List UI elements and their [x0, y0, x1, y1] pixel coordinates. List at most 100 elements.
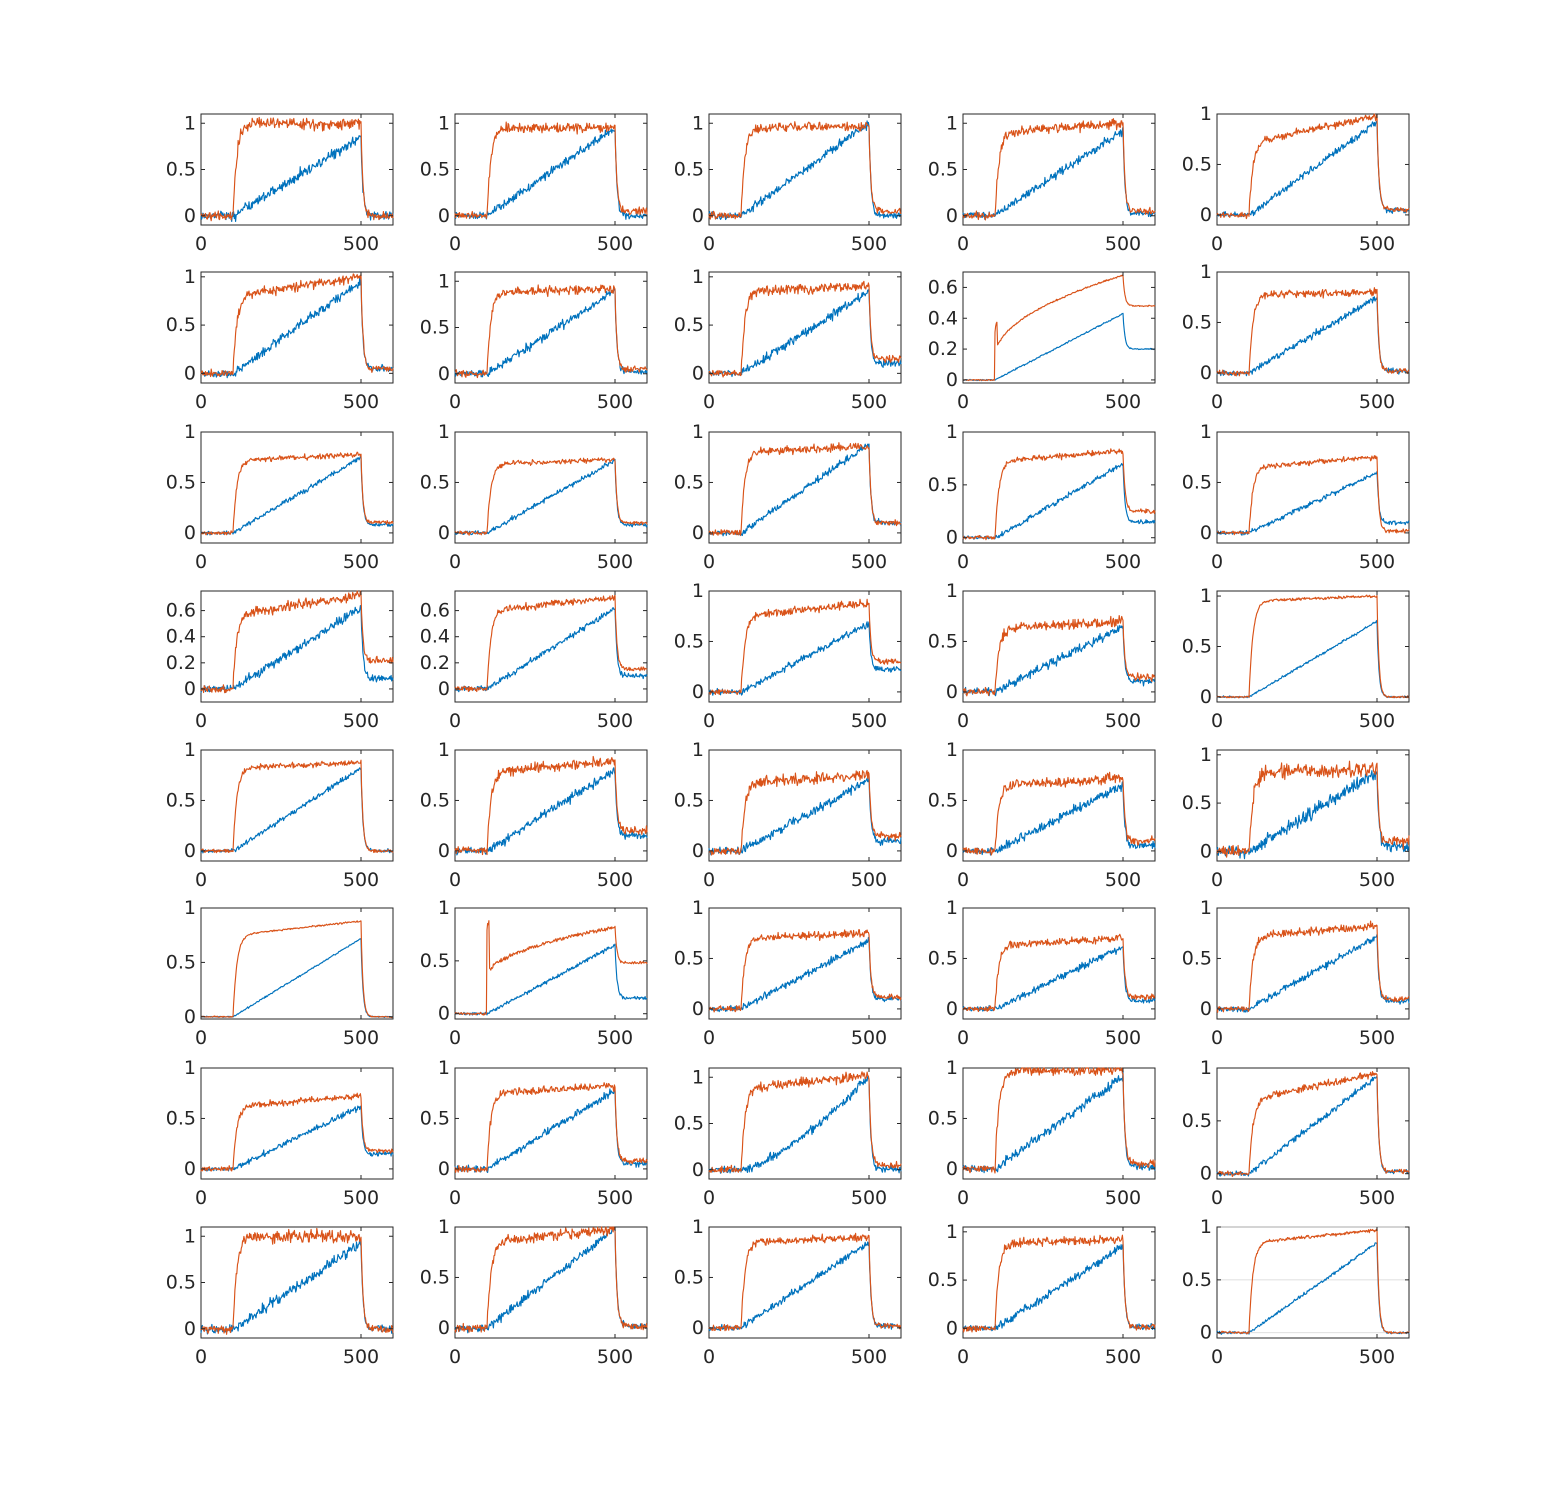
y-tick-label: 0.5	[420, 317, 450, 339]
subplot-9: 0 0.2 0.4 0.6 0 500	[928, 271, 1156, 413]
subplot-7: 0 0.5 1 0 500	[420, 270, 648, 413]
x-tick-label: 500	[343, 1187, 379, 1209]
x-tick-label: 0	[957, 233, 969, 255]
y-tick-label: 1	[1200, 744, 1212, 766]
subplot-1: 0 0.5 1 0 500	[166, 112, 394, 255]
series-line-2	[708, 442, 902, 536]
y-tick-label: 1	[946, 1221, 958, 1243]
x-tick-label: 0	[1211, 233, 1223, 255]
x-tick-label: 500	[1359, 1187, 1395, 1209]
x-tick-label: 500	[597, 233, 633, 255]
y-tick-label: 0	[184, 1318, 196, 1340]
y-tick-label: 0.6	[928, 276, 958, 298]
subplot-33: 0 0.5 1 0 500	[674, 1066, 902, 1209]
series-line-2	[454, 457, 648, 536]
x-tick-label: 0	[195, 1027, 207, 1049]
series-line-2	[708, 598, 902, 696]
y-tick-label: 1	[438, 112, 450, 134]
y-tick-label: 0.2	[166, 652, 196, 674]
y-tick-label: 1	[1200, 585, 1212, 607]
axes-box	[200, 431, 394, 544]
y-tick-label: 0	[946, 1158, 958, 1180]
y-tick-label: 0	[438, 1003, 450, 1025]
x-tick-label: 0	[1211, 1027, 1223, 1049]
subplot-28: 0 0.5 1 0 500	[674, 897, 902, 1049]
x-tick-label: 0	[957, 1187, 969, 1209]
axes-box	[708, 907, 902, 1020]
y-tick-label: 1	[946, 897, 958, 919]
x-tick-label: 500	[1105, 391, 1141, 413]
y-tick-label: 1	[692, 897, 704, 919]
series-line-2	[454, 1082, 648, 1173]
axes-box	[454, 1067, 648, 1180]
y-tick-label: 0	[184, 205, 196, 227]
series-line-2	[1216, 455, 1410, 536]
y-tick-label: 0.5	[1182, 636, 1212, 658]
x-tick-label: 0	[195, 233, 207, 255]
series-line-2	[962, 933, 1156, 1013]
series-line-2	[962, 448, 1156, 541]
y-tick-label: 1	[692, 266, 704, 288]
subplot-21: 0 0.5 1 0 500	[166, 739, 394, 891]
series-line-2	[708, 121, 902, 220]
subplot-26: 0 0.5 1 0 500	[166, 897, 394, 1049]
x-tick-label: 500	[1105, 1346, 1141, 1368]
axes-box	[454, 907, 648, 1020]
y-tick-label: 0	[946, 998, 958, 1020]
y-tick-label: 1	[1200, 897, 1212, 919]
x-tick-label: 0	[957, 710, 969, 732]
x-tick-label: 500	[597, 869, 633, 891]
y-tick-label: 0	[1200, 840, 1212, 862]
y-tick-label: 0.5	[674, 314, 704, 336]
subplot-16: 0 0.2 0.4 0.6 0 500	[166, 590, 394, 732]
series-line-2	[200, 1092, 394, 1172]
y-tick-label: 0.5	[420, 950, 450, 972]
y-tick-label: 0.5	[674, 1266, 704, 1288]
x-tick-label: 0	[449, 710, 461, 732]
y-tick-label: 0.5	[420, 1266, 450, 1288]
y-tick-label: 0	[692, 522, 704, 544]
series-line-2	[962, 1234, 1156, 1333]
y-tick-label: 0.5	[420, 471, 450, 493]
y-tick-label: 1	[184, 1057, 196, 1079]
series-line-2	[200, 759, 394, 854]
x-tick-label: 0	[195, 710, 207, 732]
axes-box	[1216, 431, 1410, 544]
y-tick-label: 0	[184, 1158, 196, 1180]
y-tick-label: 1	[184, 421, 196, 443]
subplot-2: 0 0.5 1 0 500	[420, 112, 648, 255]
x-tick-label: 0	[703, 1187, 715, 1209]
subplot-6: 0 0.5 1 0 500	[166, 266, 394, 413]
y-tick-label: 0	[438, 205, 450, 227]
axes-box	[1216, 271, 1410, 384]
series-line-2	[962, 615, 1156, 697]
axes-box	[708, 749, 902, 862]
axes-box	[454, 590, 648, 703]
x-tick-label: 500	[1359, 233, 1395, 255]
y-tick-label: 0.5	[928, 1269, 958, 1291]
x-tick-label: 500	[343, 710, 379, 732]
y-tick-label: 0	[946, 205, 958, 227]
y-tick-label: 0	[438, 1317, 450, 1339]
y-tick-label: 0	[692, 840, 704, 862]
y-tick-label: 0.5	[1182, 1269, 1212, 1291]
x-tick-label: 500	[851, 1027, 887, 1049]
series-line-1	[962, 312, 1156, 382]
axes-box	[962, 1067, 1156, 1180]
subplot-5: 0 0.5 1 0 500	[1182, 103, 1410, 255]
y-tick-label: 1	[438, 739, 450, 761]
series-line-2	[1216, 920, 1410, 1013]
subplot-10: 0 0.5 1 0 500	[1182, 261, 1410, 413]
x-tick-label: 0	[449, 233, 461, 255]
x-tick-label: 0	[195, 391, 207, 413]
series-line-2	[962, 1067, 1156, 1174]
subplot-18: 0 0.5 1 0 500	[674, 580, 902, 732]
series-line-2	[1216, 594, 1410, 699]
y-tick-label: 0	[438, 363, 450, 385]
y-tick-label: 0	[946, 840, 958, 862]
y-tick-label: 0.5	[420, 1107, 450, 1129]
axes-box	[454, 1226, 648, 1339]
x-tick-label: 0	[449, 869, 461, 891]
x-tick-label: 500	[1105, 233, 1141, 255]
series-line-2	[708, 1232, 902, 1332]
